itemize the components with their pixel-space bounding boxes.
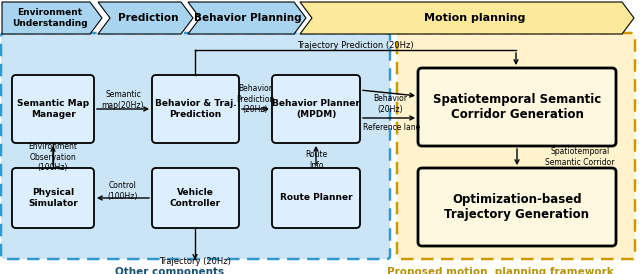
- Polygon shape: [2, 2, 102, 34]
- Text: Trajectory Prediction (20Hz): Trajectory Prediction (20Hz): [297, 41, 413, 50]
- Text: Motion planning: Motion planning: [424, 13, 525, 23]
- Polygon shape: [98, 2, 193, 34]
- Text: Behavior
(20Hz): Behavior (20Hz): [373, 94, 407, 114]
- Polygon shape: [300, 2, 634, 34]
- Text: Trajectory (20Hz): Trajectory (20Hz): [159, 258, 231, 267]
- Text: Physical
Simulator: Physical Simulator: [28, 188, 78, 208]
- Text: Behavior & Traj.
Prediction: Behavior & Traj. Prediction: [155, 99, 236, 119]
- Text: Spatiotemporal
Semantic Corridor: Spatiotemporal Semantic Corridor: [545, 147, 615, 167]
- Text: Route
Info: Route Info: [305, 150, 327, 170]
- FancyBboxPatch shape: [272, 168, 360, 228]
- Text: Optimization-based
Trajectory Generation: Optimization-based Trajectory Generation: [445, 193, 589, 221]
- Text: Proposed motion  planning framework: Proposed motion planning framework: [387, 267, 613, 274]
- Text: Reference lane: Reference lane: [364, 124, 420, 133]
- FancyBboxPatch shape: [152, 75, 239, 143]
- Text: Other components: Other components: [115, 267, 225, 274]
- Text: Environment
Observation
(100Hz): Environment Observation (100Hz): [29, 142, 77, 172]
- Text: Prediction: Prediction: [118, 13, 179, 23]
- FancyBboxPatch shape: [272, 75, 360, 143]
- Polygon shape: [188, 2, 306, 34]
- FancyBboxPatch shape: [397, 33, 635, 259]
- Text: Semantic Map
Manager: Semantic Map Manager: [17, 99, 89, 119]
- Text: Behavior Planning: Behavior Planning: [194, 13, 302, 23]
- FancyBboxPatch shape: [418, 168, 616, 246]
- FancyBboxPatch shape: [1, 33, 390, 259]
- FancyBboxPatch shape: [12, 75, 94, 143]
- Text: Semantic
map(20Hz): Semantic map(20Hz): [102, 90, 144, 110]
- Text: Control
(100Hz): Control (100Hz): [108, 181, 138, 201]
- FancyBboxPatch shape: [12, 168, 94, 228]
- FancyBboxPatch shape: [152, 168, 239, 228]
- Text: Environment
Understanding: Environment Understanding: [12, 8, 88, 28]
- Text: Route Planner: Route Planner: [280, 193, 352, 202]
- FancyBboxPatch shape: [418, 68, 616, 146]
- Text: Behavior Planner
(MPDM): Behavior Planner (MPDM): [272, 99, 360, 119]
- Text: Spatiotemporal Semantic
Corridor Generation: Spatiotemporal Semantic Corridor Generat…: [433, 93, 601, 121]
- Text: Behavior
Prediction
(20Hz): Behavior Prediction (20Hz): [236, 84, 274, 114]
- Text: Vehicle
Controller: Vehicle Controller: [170, 188, 221, 208]
